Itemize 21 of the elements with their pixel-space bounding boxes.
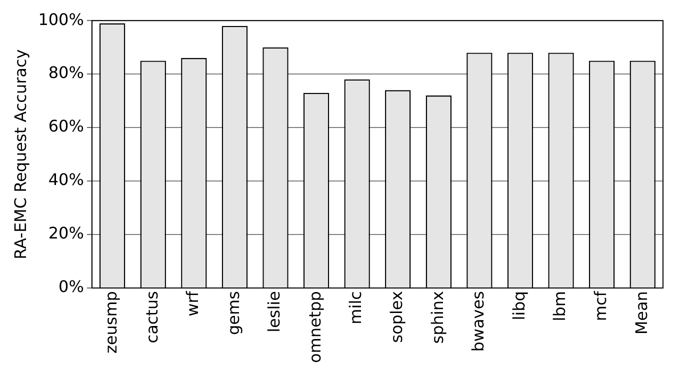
- x-tick-label: libq: [509, 291, 528, 320]
- x-tick-label: wrf: [183, 290, 202, 316]
- y-tick-label: 60%: [48, 116, 84, 136]
- x-tick-label: omnetpp: [305, 291, 324, 364]
- x-tick-label: milc: [346, 291, 366, 324]
- x-tick-label: bwaves: [468, 291, 488, 352]
- x-tick-label: lbm: [550, 291, 570, 322]
- x-tick-label: gems: [224, 291, 243, 335]
- x-tick-label: cactus: [142, 291, 162, 344]
- x-tick-label: sphinx: [428, 291, 447, 344]
- y-tick-label: 80%: [48, 63, 84, 82]
- y-tick-label: 100%: [38, 10, 84, 29]
- y-tick-label: 20%: [48, 224, 84, 243]
- y-tick-label: 0%: [58, 277, 84, 296]
- x-tick-label: zeusmp: [101, 291, 120, 354]
- x-tick-label: leslie: [264, 291, 284, 332]
- y-axis-title: RA-EMC Request Accuracy: [10, 49, 30, 260]
- x-tick-label: soplex: [387, 291, 406, 343]
- y-tick-label: 40%: [48, 170, 84, 190]
- x-tick-label: Mean: [632, 291, 651, 335]
- x-tick-label: mcf: [590, 290, 610, 322]
